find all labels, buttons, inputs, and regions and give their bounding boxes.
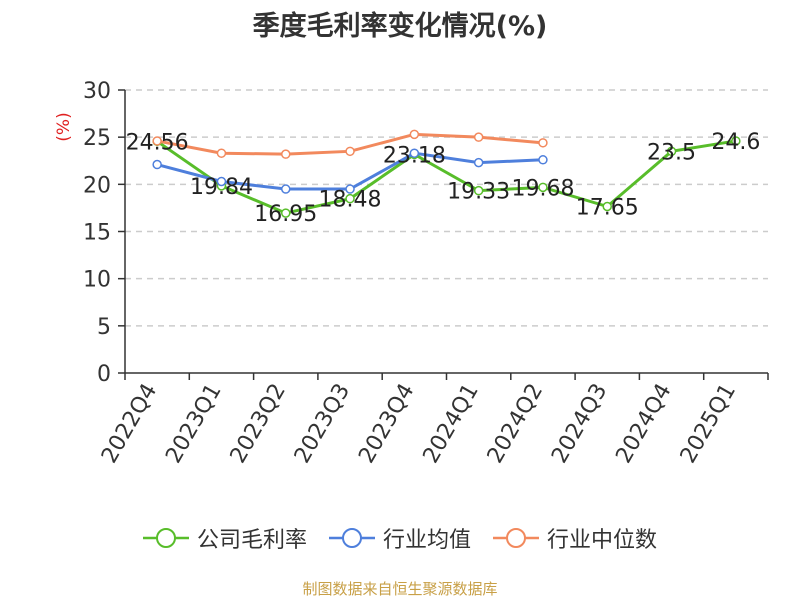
x-tick-label: 2022Q4 xyxy=(97,380,162,468)
source-note: 制图数据来自恒生聚源数据库 xyxy=(302,580,498,598)
legend-item[interactable]: 公司毛利率 xyxy=(142,522,307,554)
data-point xyxy=(538,138,548,148)
legend-item[interactable]: 行业均值 xyxy=(328,522,471,554)
data-label: 24.6 xyxy=(711,130,760,155)
x-tick-label: 2025Q1 xyxy=(676,380,741,468)
data-point xyxy=(281,184,291,194)
data-point xyxy=(473,132,484,142)
grid-layer xyxy=(125,89,768,327)
legend: 公司毛利率 行业均值 行业中位数 xyxy=(0,518,800,558)
data-point xyxy=(345,184,355,194)
x-tick-label: 2023Q2 xyxy=(226,380,291,468)
legend-marker-icon xyxy=(142,528,189,548)
legend-label: 行业中位数 xyxy=(547,528,658,553)
x-tick-label: 2024Q2 xyxy=(483,380,548,468)
data-point xyxy=(473,185,484,196)
y-tick-label: 5 xyxy=(97,315,111,340)
x-tick-label: 2024Q1 xyxy=(419,380,484,468)
data-point xyxy=(538,182,548,193)
series-layer xyxy=(152,129,741,218)
data-point xyxy=(409,148,420,158)
y-tick-label: 30 xyxy=(83,79,111,104)
y-tick-label: 0 xyxy=(97,362,111,387)
data-point xyxy=(152,136,162,146)
data-point xyxy=(281,208,291,218)
legend-label: 行业均值 xyxy=(382,528,471,553)
legend-marker-icon xyxy=(493,528,539,548)
chart-title: 季度毛利率变化情况(%) xyxy=(252,11,548,42)
data-point xyxy=(281,149,291,159)
series-line-0 xyxy=(156,139,737,215)
data-label: 24.56 xyxy=(126,130,189,155)
legend-circle xyxy=(155,528,176,548)
legend-marker-icon xyxy=(328,528,375,548)
data-label: 19.68 xyxy=(511,176,574,201)
data-point xyxy=(152,159,162,170)
data-point xyxy=(216,148,227,158)
x-tick-label: 2024Q3 xyxy=(547,380,612,468)
y-tick-label: 20 xyxy=(83,173,111,198)
y-tick-label: 25 xyxy=(83,126,111,151)
data-point xyxy=(409,129,420,140)
data-point xyxy=(345,146,355,157)
data-label: 16.95 xyxy=(254,202,317,227)
legend-label: 公司毛利率 xyxy=(196,528,307,553)
y-axis-label: (%) xyxy=(54,112,74,141)
data-point xyxy=(538,155,548,165)
data-label: 18.48 xyxy=(319,188,382,213)
y-tick-label: 10 xyxy=(83,268,111,293)
data-point xyxy=(731,136,741,146)
data-point xyxy=(473,157,484,168)
x-tick-label: 2023Q1 xyxy=(161,380,226,468)
data-point xyxy=(602,201,612,212)
legend-circle xyxy=(506,528,526,548)
data-label: 17.65 xyxy=(576,196,639,221)
x-tick-label: 2023Q3 xyxy=(290,380,355,468)
x-tick-label: 2024Q4 xyxy=(611,380,676,468)
data-point xyxy=(666,146,677,157)
y-tick-label: 15 xyxy=(83,221,111,246)
legend-item[interactable]: 行业中位数 xyxy=(493,522,657,554)
legend-circle xyxy=(341,528,362,548)
data-label: 23.5 xyxy=(647,140,696,165)
x-tick-label: 2023Q4 xyxy=(354,380,419,468)
data-label: 19.84 xyxy=(190,175,253,200)
data-point xyxy=(345,193,355,204)
data-point xyxy=(216,176,227,187)
data-label: 23.18 xyxy=(383,143,446,168)
data-label: 19.33 xyxy=(447,180,510,205)
